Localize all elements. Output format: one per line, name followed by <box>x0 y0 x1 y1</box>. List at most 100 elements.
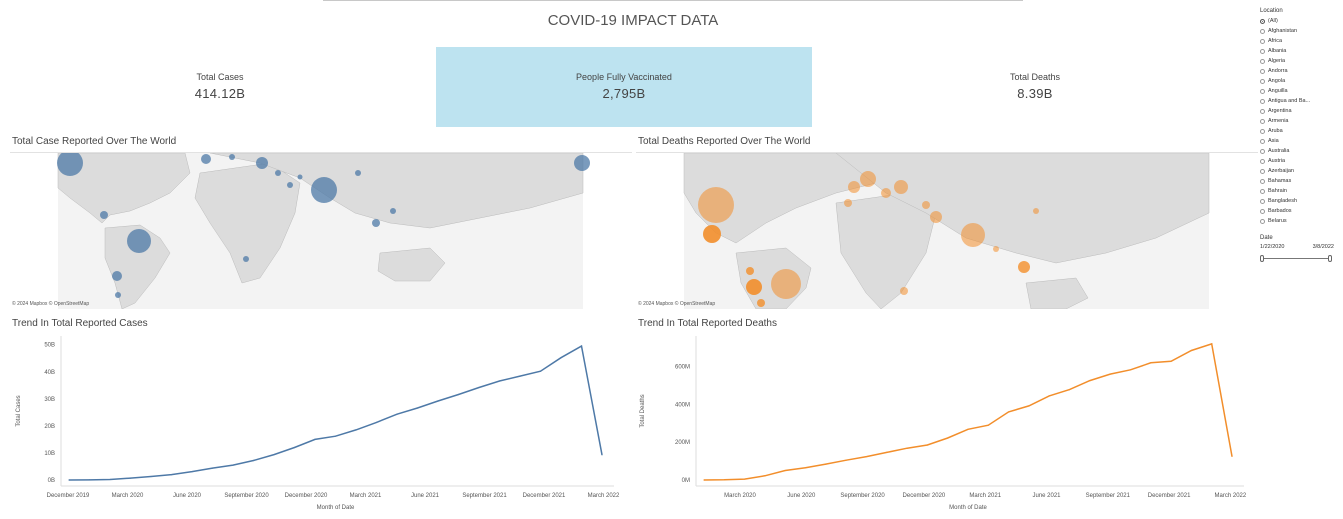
location-option[interactable]: Africa <box>1260 36 1340 46</box>
bubble-chile[interactable] <box>115 292 121 298</box>
bubble-brazil[interactable] <box>127 229 151 253</box>
bubble-europe[interactable] <box>256 157 268 169</box>
bubble-indonesia[interactable] <box>1018 261 1030 273</box>
location-option[interactable]: Algeria <box>1260 56 1340 66</box>
bubble-iran[interactable] <box>930 211 942 223</box>
radio-icon[interactable] <box>1260 178 1265 184</box>
bubble-mexico[interactable] <box>100 211 108 219</box>
bubble-mexico[interactable] <box>703 225 721 243</box>
data-point <box>886 451 888 453</box>
location-option[interactable]: Andorra <box>1260 66 1340 76</box>
location-option[interactable]: Australia <box>1260 146 1340 156</box>
location-option[interactable]: Aruba <box>1260 126 1340 136</box>
radio-icon[interactable] <box>1260 148 1265 154</box>
data-point <box>1129 369 1132 371</box>
location-option[interactable]: Antigua and Ba... <box>1260 96 1340 106</box>
radio-icon[interactable] <box>1260 68 1265 74</box>
deaths-chart-svg: 0M 200M 400M 600M March 2020 June 2020 Septemb… <box>640 336 1247 511</box>
bubble-philippines[interactable] <box>390 208 396 214</box>
bubble-peru[interactable] <box>746 279 762 295</box>
location-option[interactable]: Angola <box>1260 76 1340 86</box>
radio-icon[interactable] <box>1260 88 1265 94</box>
deaths-trend-chart[interactable]: 0M 200M 400M 600M March 2020 June 2020 Septemb… <box>636 332 1258 519</box>
cases-trend-chart[interactable]: 0B 10B 20B 30B 40B 50B December 2019 March 2020… <box>10 332 632 519</box>
bubble-italy[interactable] <box>848 181 860 193</box>
radio-icon[interactable] <box>1260 38 1265 44</box>
bubble-east[interactable] <box>574 155 590 171</box>
bubble-turkey[interactable] <box>275 170 281 176</box>
radio-icon[interactable] <box>1260 48 1265 54</box>
bubble-iran[interactable] <box>287 182 293 188</box>
bubble-bangladesh[interactable] <box>993 246 999 252</box>
bubble-china[interactable] <box>355 170 361 176</box>
location-option[interactable]: Asia <box>1260 136 1340 146</box>
bubble-ukraine[interactable] <box>881 188 891 198</box>
location-option[interactable]: Azerbaijan <box>1260 166 1340 176</box>
option-label: Armenia <box>1268 118 1289 124</box>
bubble-south-africa[interactable] <box>243 256 249 262</box>
bubble-colombia[interactable] <box>746 267 754 275</box>
slider-handle-start[interactable] <box>1260 255 1264 262</box>
kpi-total-cases[interactable]: Total Cases 414.12B <box>60 47 380 127</box>
date-slider[interactable] <box>1260 255 1332 263</box>
radio-icon[interactable] <box>1260 108 1265 114</box>
radio-icon[interactable] <box>1260 78 1265 84</box>
radio-icon[interactable] <box>1260 158 1265 164</box>
bubble-iraq[interactable] <box>297 174 303 180</box>
bubble-brazil[interactable] <box>771 269 801 299</box>
location-option[interactable]: Bangladesh <box>1260 196 1340 206</box>
location-option[interactable]: Albania <box>1260 46 1340 56</box>
location-filter-title: Location <box>1260 8 1283 14</box>
location-option[interactable]: Argentina <box>1260 106 1340 116</box>
slider-handle-end[interactable] <box>1328 255 1332 262</box>
radio-icon[interactable] <box>1260 208 1265 214</box>
bubble-argentina[interactable] <box>112 271 122 281</box>
bubble-south-africa[interactable] <box>900 287 908 295</box>
y-tick-label: 20B <box>44 424 55 430</box>
kpi-total-deaths[interactable]: Total Deaths 8.39B <box>875 47 1195 127</box>
bubble-argentina[interactable] <box>757 299 765 307</box>
radio-icon[interactable] <box>1260 198 1265 204</box>
radio-icon[interactable] <box>1260 58 1265 64</box>
kpi-vaccinated[interactable]: People Fully Vaccinated 2,795B <box>436 47 812 127</box>
radio-icon[interactable] <box>1260 138 1265 144</box>
location-option[interactable]: Barbados <box>1260 206 1340 216</box>
data-point <box>252 459 255 462</box>
location-option[interactable]: Anguilla <box>1260 86 1340 96</box>
bubble-china[interactable] <box>1033 208 1039 214</box>
location-option[interactable]: (All) <box>1260 16 1340 26</box>
radio-icon[interactable] <box>1260 28 1265 34</box>
bubble-usa[interactable] <box>57 153 83 176</box>
cases-chart-svg: 0B 10B 20B 30B 40B 50B December 2019 March 2020… <box>16 336 620 511</box>
bubble-europe[interactable] <box>860 171 876 187</box>
bubble-spain[interactable] <box>844 199 852 207</box>
location-option[interactable]: Belarus <box>1260 216 1340 226</box>
radio-icon[interactable] <box>1260 98 1265 104</box>
bubble-russia[interactable] <box>894 180 908 194</box>
location-option[interactable]: Austria <box>1260 156 1340 166</box>
location-option[interactable]: Bahamas <box>1260 176 1340 186</box>
radio-icon[interactable] <box>1260 128 1265 134</box>
radio-icon[interactable] <box>1260 18 1265 24</box>
data-point <box>150 475 152 478</box>
bubble-turkey[interactable] <box>922 201 930 209</box>
bubble-india[interactable] <box>961 223 985 247</box>
deaths-map[interactable]: © 2024 Mapbox © OpenStreetMap <box>636 152 1258 309</box>
location-option[interactable]: Armenia <box>1260 116 1340 126</box>
option-label: Anguilla <box>1268 88 1288 94</box>
bubble-usa[interactable] <box>698 187 734 223</box>
radio-icon[interactable] <box>1260 118 1265 124</box>
bubble-indonesia[interactable] <box>372 219 380 227</box>
location-option[interactable]: Afghanistan <box>1260 26 1340 36</box>
radio-icon[interactable] <box>1260 188 1265 194</box>
location-option[interactable]: Bahrain <box>1260 186 1340 196</box>
cases-map[interactable]: © 2024 Mapbox © OpenStreetMap <box>10 152 632 309</box>
radio-icon[interactable] <box>1260 218 1265 224</box>
bubble-india[interactable] <box>311 177 337 203</box>
bubble-germany[interactable] <box>229 154 235 160</box>
bubble-uk[interactable] <box>201 154 211 164</box>
option-label: Africa <box>1268 38 1283 44</box>
location-options[interactable]: (All) Afghanistan Africa Albania Algeria Ando… <box>1260 16 1340 229</box>
data-point <box>967 428 969 430</box>
radio-icon[interactable] <box>1260 168 1265 174</box>
